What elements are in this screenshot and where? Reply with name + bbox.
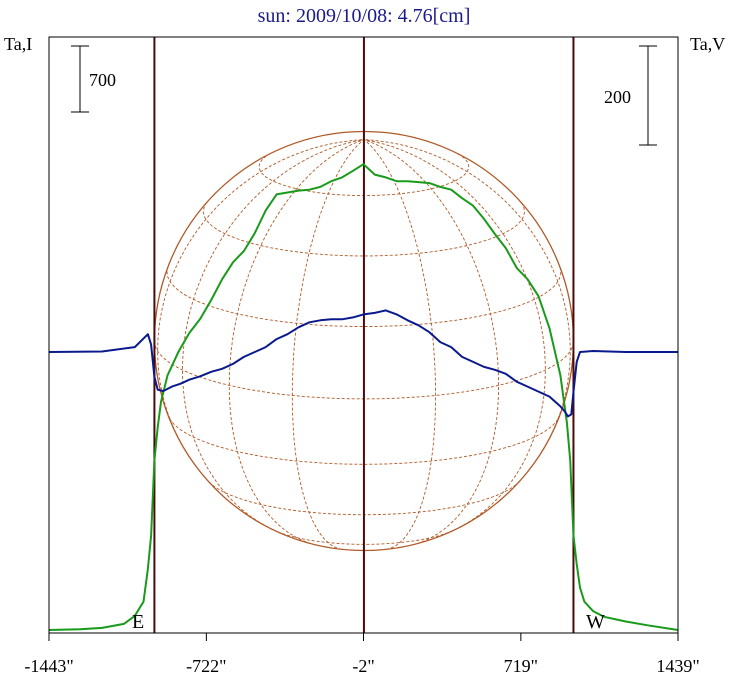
- east-limb-label: E: [132, 611, 144, 633]
- longitude-line: [363, 139, 500, 546]
- latitude-line: [202, 202, 525, 257]
- right-axis-label: Ta,V: [690, 34, 725, 54]
- longitude-line: [363, 139, 546, 531]
- x-tick-label: -2": [352, 656, 374, 676]
- longitude-line: [363, 139, 437, 550]
- longitude-line: [363, 139, 571, 451]
- limb-lines: [153, 37, 575, 633]
- right-scale-bar-label: 200: [604, 87, 631, 107]
- latitude-line: [166, 266, 562, 327]
- series-line-stokes-v: [48, 309, 678, 418]
- left-axis-label: Ta,I: [4, 34, 32, 54]
- longitude-line: [157, 139, 364, 451]
- x-tick-label: -722": [186, 656, 226, 676]
- longitude-line: [228, 139, 365, 546]
- x-axis-ticks: -1443" -722" -2" 719" 1439": [24, 633, 700, 676]
- x-tick-label: 1439": [656, 656, 699, 676]
- longitude-line: [291, 139, 365, 550]
- west-limb-label: W: [586, 611, 605, 633]
- x-tick-label: -1443": [24, 656, 73, 676]
- longitude-line: [182, 139, 364, 531]
- left-scale-bar-label: 700: [89, 70, 116, 90]
- series-line-stokes-i: [48, 163, 679, 631]
- left-scale-bar: [71, 45, 89, 113]
- latitude-line: [169, 418, 559, 465]
- x-tick-label: 719": [504, 656, 538, 676]
- right-scale-bar: [639, 45, 657, 146]
- chart-title: sun: 2009/10/08: 4.76[cm]: [258, 5, 471, 27]
